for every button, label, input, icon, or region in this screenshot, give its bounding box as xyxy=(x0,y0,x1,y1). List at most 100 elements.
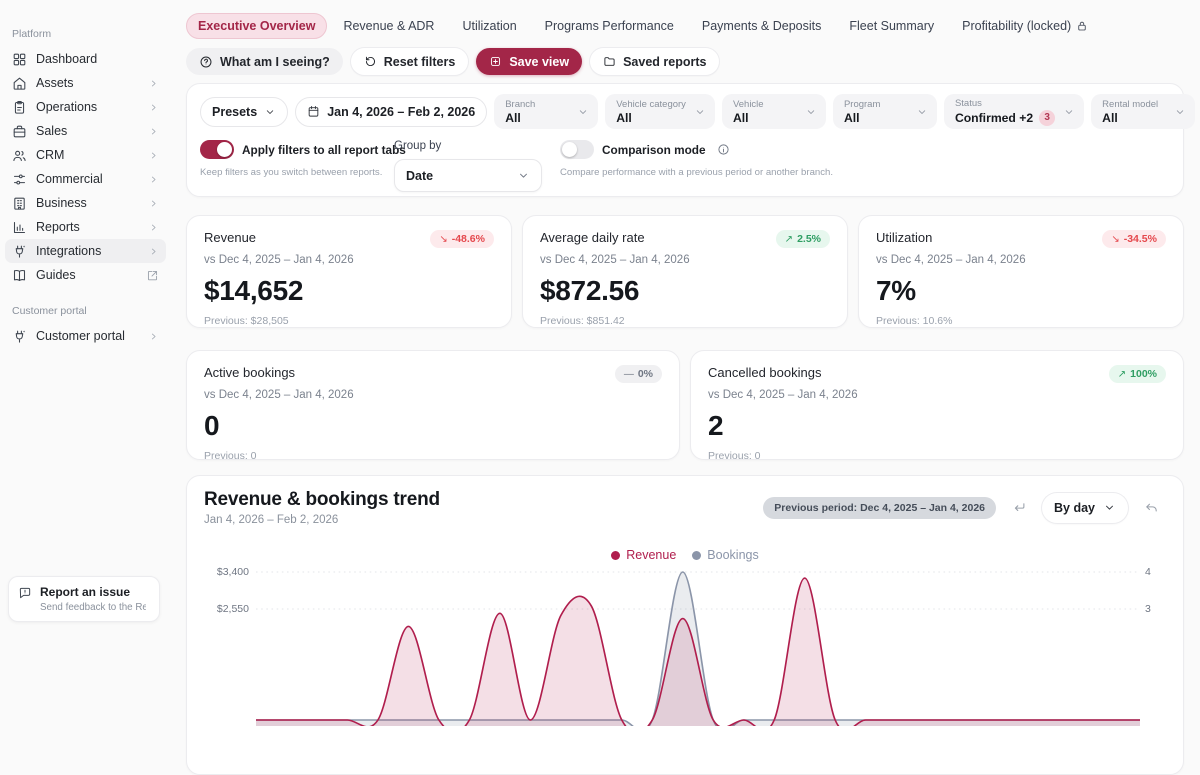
trend-chart-subtitle: Jan 4, 2026 – Feb 2, 2026 xyxy=(204,514,339,526)
kpi-title: Cancelled bookings xyxy=(708,365,822,380)
filter-value: All xyxy=(505,110,521,125)
sidebar-item-commercial[interactable]: Commercial xyxy=(5,167,166,191)
legend-item-bookings[interactable]: Bookings xyxy=(692,548,759,562)
kpi-previous-value: Previous: $851.42 xyxy=(540,315,625,327)
kpi-comparison-period: vs Dec 4, 2025 – Jan 4, 2026 xyxy=(204,254,354,266)
comparison-mode-description: Compare performance with a previous peri… xyxy=(560,167,834,178)
chevron-right-icon xyxy=(148,102,159,113)
legend-label: Revenue xyxy=(626,548,677,562)
corner-down-left-button[interactable] xyxy=(1004,493,1034,523)
kpi-card-utilization: Utilization ↘ -34.5% vs Dec 4, 2025 – Jan 4… xyxy=(858,215,1184,328)
book-icon xyxy=(12,268,27,283)
briefcase-icon xyxy=(12,124,27,139)
chevron-right-icon xyxy=(148,331,159,342)
kpi-comparison-period: vs Dec 4, 2025 – Jan 4, 2026 xyxy=(708,389,858,401)
kpi-comparison-period: vs Dec 4, 2025 – Jan 4, 2026 xyxy=(204,389,354,401)
tab-label: Profitability (locked) xyxy=(962,19,1072,33)
sidebar-item-label: Commercial xyxy=(36,172,103,186)
tab-label: Revenue & ADR xyxy=(343,19,435,33)
trend-chart-title: Revenue & bookings trend xyxy=(204,489,440,510)
tab-payments-deposits[interactable]: Payments & Deposits xyxy=(690,13,834,39)
chevron-down-icon xyxy=(517,169,530,182)
filter-chips: Branch All Vehicle category All Vehicle All Pr… xyxy=(494,94,1196,129)
group-by-block: Group by Date xyxy=(394,140,544,192)
reset-icon xyxy=(364,55,377,68)
apply-filters-toggle[interactable] xyxy=(200,140,234,159)
previous-period-badge: Previous period: Dec 4, 2025 – Jan 4, 20… xyxy=(763,496,996,519)
info-icon[interactable] xyxy=(717,143,730,156)
tab-revenue-adr[interactable]: Revenue & ADR xyxy=(331,13,446,39)
kpi-row-2: Active bookings —0% vs Dec 4, 2025 – Jan 4… xyxy=(186,350,1184,462)
corner-down-left-icon xyxy=(1012,500,1027,515)
filters-panel: Presets Jan 4, 2026 – Feb 2, 2026 Branch… xyxy=(186,83,1196,197)
presets-dropdown[interactable]: Presets xyxy=(200,96,289,127)
filters-row: Presets Jan 4, 2026 – Feb 2, 2026 Branch… xyxy=(200,94,1196,129)
plot-area xyxy=(256,566,1140,726)
sidebar-item-operations[interactable]: Operations xyxy=(5,95,166,119)
filter-vehicle-category[interactable]: Vehicle category All xyxy=(605,94,715,129)
date-range-picker[interactable]: Jan 4, 2026 – Feb 2, 2026 xyxy=(295,96,488,127)
sidebar-item-customer-portal[interactable]: Customer portal xyxy=(5,324,166,348)
what-am-i-seeing-button[interactable]: What am I seeing? xyxy=(186,48,343,75)
group-interval-select[interactable]: By day xyxy=(1042,492,1128,523)
chevron-right-icon xyxy=(148,198,159,209)
filter-value: All xyxy=(1102,110,1118,125)
kpi-value: $872.56 xyxy=(540,275,640,306)
kpi-title: Utilization xyxy=(876,230,933,245)
sidebar-item-dashboard[interactable]: Dashboard xyxy=(5,47,166,71)
sidebar-item-business[interactable]: Business xyxy=(5,191,166,215)
filter-rental-model[interactable]: Rental model All xyxy=(1091,94,1196,129)
legend-dot xyxy=(692,550,702,560)
filter-label: Branch xyxy=(505,98,536,110)
kpi-delta-badge: ↘ -34.5% xyxy=(1102,230,1166,248)
kpi-previous-value: Previous: 0 xyxy=(204,450,257,462)
undo-button[interactable] xyxy=(1136,493,1166,523)
undo-icon xyxy=(1144,500,1159,515)
filter-label: Vehicle category xyxy=(616,98,686,110)
sidebar-item-sales[interactable]: Sales xyxy=(5,119,166,143)
save-view-button[interactable]: Save view xyxy=(476,48,583,75)
saved-reports-button[interactable]: Saved reports xyxy=(590,48,720,75)
report-tabs: Executive Overview Revenue & ADR Utilizati… xyxy=(186,13,1184,39)
right-axis-tick: 3 xyxy=(1145,603,1151,615)
legend-item-revenue[interactable]: Revenue xyxy=(611,548,676,562)
sidebar-item-integrations[interactable]: Integrations xyxy=(5,239,166,263)
main-content: Executive Overview Revenue & ADR Utilizati… xyxy=(171,0,1200,775)
kpi-card-active-bookings: Active bookings —0% vs Dec 4, 2025 – Jan 4… xyxy=(186,350,680,462)
tab-programs-performance[interactable]: Programs Performance xyxy=(533,13,686,39)
kpi-card-average-daily-rate: Average daily rate ↗ 2.5% vs Dec 4, 2025 – … xyxy=(522,215,848,328)
chevron-down-icon xyxy=(916,106,928,118)
filter-branch[interactable]: Branch All xyxy=(494,94,599,129)
filter-value: All xyxy=(732,110,749,125)
chart-legend: Revenue Bookings xyxy=(204,548,1166,562)
group-by-select[interactable]: Date xyxy=(394,159,542,192)
right-axis-tick: 4 xyxy=(1145,566,1151,578)
filter-label: Program xyxy=(843,98,881,110)
trend-up-icon: ↗ xyxy=(1117,368,1127,380)
comparison-mode-toggle[interactable] xyxy=(560,140,594,159)
chevron-right-icon xyxy=(148,78,159,89)
sidebar-item-guides[interactable]: Guides xyxy=(5,263,166,287)
filter-status[interactable]: Status Confirmed +2 3 xyxy=(943,94,1085,129)
kpi-card-cancelled-bookings: Cancelled bookings ↗ 100% vs Dec 4, 2025 – … xyxy=(690,350,1184,462)
sidebar-section-label-platform: Platform xyxy=(12,28,52,40)
filter-program[interactable]: Program All xyxy=(832,94,937,129)
filter-vehicle[interactable]: Vehicle All xyxy=(721,94,826,129)
tab-utilization[interactable]: Utilization xyxy=(450,13,528,39)
tab-executive-overview[interactable]: Executive Overview xyxy=(186,13,328,39)
report-issue-button[interactable]: Report an issue Send feedback to the Res… xyxy=(8,576,160,622)
sidebar-item-crm[interactable]: CRM xyxy=(5,143,166,167)
reset-filters-button[interactable]: Reset filters xyxy=(350,48,469,75)
trend-down-icon: ↘ xyxy=(1111,233,1120,245)
home-icon xyxy=(12,76,27,91)
save-view-label: Save view xyxy=(509,54,570,69)
tab-label: Payments & Deposits xyxy=(701,19,822,33)
sidebar-item-assets[interactable]: Assets xyxy=(5,71,166,95)
sidebar-nav: Dashboard Assets Operations Sales CRM Commerc… xyxy=(0,47,171,287)
tab-label: Utilization xyxy=(462,19,517,33)
tab-fleet-summary[interactable]: Fleet Summary xyxy=(837,13,946,39)
comparison-mode-label: Comparison mode xyxy=(602,142,706,157)
sidebar-item-reports[interactable]: Reports xyxy=(5,215,166,239)
message-alert-icon xyxy=(18,586,32,600)
tab-profitability-locked[interactable]: Profitability (locked) xyxy=(950,13,1100,39)
